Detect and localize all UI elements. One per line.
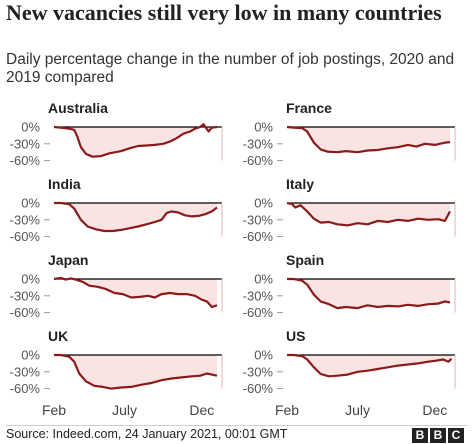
chart-panel: France 0%-30% -60% bbox=[243, 100, 456, 168]
y-tick-label: -30% bbox=[243, 212, 274, 227]
chart-panel: UK 0%-30% -60% bbox=[10, 328, 223, 396]
shaded-area bbox=[287, 203, 450, 226]
x-tick-label: Feb bbox=[42, 402, 66, 418]
source-note: Source: Indeed.com, 24 January 2021, 00:… bbox=[6, 427, 288, 441]
y-tick-label: -30% bbox=[10, 136, 41, 151]
series-line bbox=[287, 353, 453, 378]
panel-title: Australia bbox=[48, 100, 108, 116]
y-tick-label: -60% bbox=[243, 229, 274, 244]
shaded-area bbox=[54, 203, 217, 231]
chart-panel: India 0%-30% -60% bbox=[10, 176, 223, 244]
chart-panel: Japan 0%-30% -60% bbox=[10, 252, 223, 320]
y-tick-label: -60% bbox=[10, 229, 41, 244]
y-tick-label: 0% bbox=[21, 120, 40, 135]
footer-divider bbox=[6, 425, 468, 426]
y-tick-label: -30% bbox=[243, 136, 274, 151]
panel-title: US bbox=[286, 328, 305, 344]
shaded-area bbox=[54, 277, 217, 307]
series-line bbox=[286, 125, 451, 154]
shaded-area bbox=[287, 127, 450, 153]
bbc-logo-letter: B bbox=[430, 428, 446, 443]
y-tick-label: -30% bbox=[243, 288, 274, 303]
shaded-area bbox=[54, 124, 217, 157]
y-tick-label: -60% bbox=[243, 381, 274, 396]
series-line bbox=[54, 201, 218, 233]
chart-subtitle: Daily percentage change in the number of… bbox=[6, 51, 455, 86]
y-tick-label: -60% bbox=[243, 153, 274, 168]
shaded-area bbox=[54, 355, 217, 389]
chart-panel: Italy 0%-30% -60% bbox=[243, 176, 456, 244]
y-tick-label: -60% bbox=[10, 305, 41, 320]
y-tick-label: -30% bbox=[10, 364, 41, 379]
x-tick-label: Feb bbox=[275, 402, 299, 418]
x-tick-label: Dec bbox=[189, 402, 214, 418]
y-tick-label: -60% bbox=[243, 305, 274, 320]
chart-panel: US 0%-30% -60% bbox=[243, 328, 456, 396]
panel-title: Italy bbox=[286, 176, 314, 192]
y-tick-label: 0% bbox=[254, 120, 273, 135]
panel-title: Japan bbox=[48, 252, 88, 268]
series-line bbox=[53, 276, 218, 309]
bbc-logo: B B C bbox=[412, 428, 464, 443]
series-line bbox=[53, 123, 218, 158]
panel-title: India bbox=[48, 176, 81, 192]
panel-title: France bbox=[286, 100, 332, 116]
bbc-logo-letter: C bbox=[448, 428, 464, 443]
x-tick-label: July bbox=[345, 402, 370, 418]
chart-panel: Spain 0%-30% -60% bbox=[243, 252, 456, 320]
y-tick-label: -60% bbox=[10, 381, 41, 396]
chart-panel: Australia 0%-30% -60% bbox=[10, 100, 223, 168]
y-tick-label: 0% bbox=[21, 348, 40, 363]
y-tick-label: -30% bbox=[10, 212, 41, 227]
bbc-logo-letter: B bbox=[412, 428, 428, 443]
y-tick-label: 0% bbox=[254, 348, 273, 363]
series-line bbox=[286, 201, 451, 227]
series-line bbox=[54, 353, 218, 390]
shaded-area bbox=[287, 279, 450, 309]
y-tick-label: 0% bbox=[254, 272, 273, 287]
x-tick-label: July bbox=[112, 402, 137, 418]
panel-title: UK bbox=[48, 328, 68, 344]
y-tick-label: 0% bbox=[254, 196, 273, 211]
shaded-area bbox=[287, 355, 452, 377]
y-tick-label: 0% bbox=[21, 196, 40, 211]
series-line bbox=[287, 277, 451, 310]
panel-title: Spain bbox=[286, 252, 324, 268]
chart-title: New vacancies still very low in many cou… bbox=[6, 0, 442, 25]
y-tick-label: -30% bbox=[243, 364, 274, 379]
y-tick-label: -30% bbox=[10, 288, 41, 303]
y-tick-label: 0% bbox=[21, 272, 40, 287]
y-tick-label: -60% bbox=[10, 153, 41, 168]
x-tick-label: Dec bbox=[422, 402, 447, 418]
